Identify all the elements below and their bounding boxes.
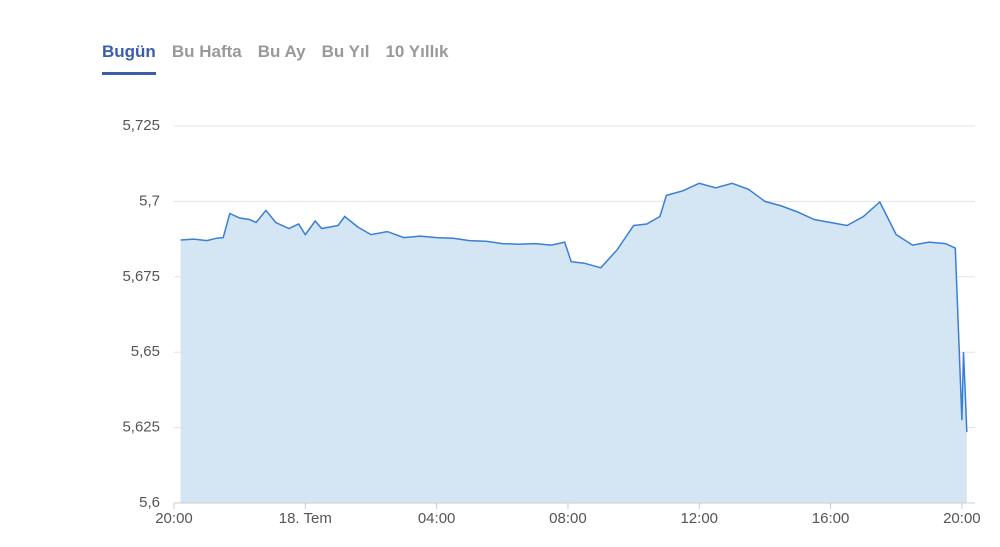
y-tick-label: 5,625 (122, 419, 160, 436)
range-tab[interactable]: Bu Ay (257, 42, 306, 61)
range-tab[interactable]: Bu Hafta (171, 42, 242, 61)
line (180, 182, 968, 433)
x-tick-label: 20:00 (155, 510, 193, 527)
y-tick-label: 5,725 (122, 117, 160, 134)
x-tick-label: 18. Tem (279, 510, 332, 527)
x-tick-label: 04:00 (418, 510, 456, 527)
range-tab[interactable]: Bu Yıl (321, 42, 370, 61)
x-tick-label: 16:00 (812, 510, 850, 527)
x-tick-label: 08:00 (549, 510, 587, 527)
x-tick-label: 20:00 (943, 510, 981, 527)
x-tick-label: 12:00 (680, 510, 718, 527)
range-tabs: Bugün Bu Hafta Bu Ay Bu Yıl 10 Yıllık (102, 42, 448, 75)
area (180, 183, 967, 504)
y-tick-label: 5,6 (139, 494, 160, 511)
range-tab[interactable]: 10 Yıllık (385, 42, 449, 61)
range-tab[interactable]: Bugün (102, 42, 156, 75)
y-tick-label: 5,7 (139, 192, 160, 209)
y-tick-label: 5,675 (122, 268, 160, 285)
y-tick-label: 5,65 (131, 343, 160, 360)
